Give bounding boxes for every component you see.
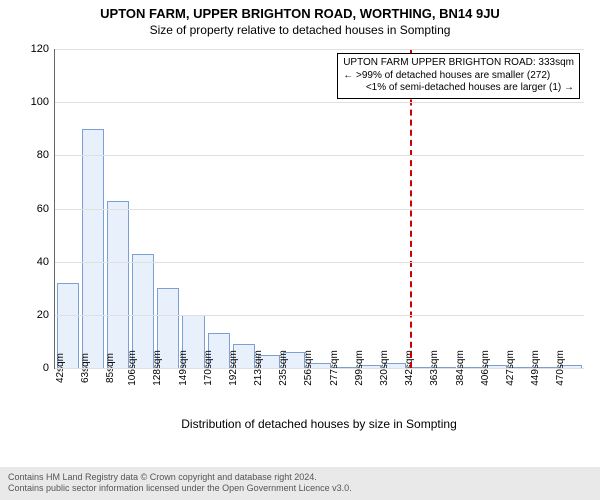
footer-line-2: Contains public sector information licen… bbox=[8, 483, 592, 495]
bar bbox=[107, 201, 129, 368]
annotation-box: UPTON FARM UPPER BRIGHTON ROAD: 333sqm← … bbox=[337, 53, 580, 99]
y-tick: 120 bbox=[31, 43, 55, 55]
annotation-line: <1% of semi-detached houses are larger (… bbox=[343, 82, 574, 95]
plot-region: 42sqm63sqm85sqm106sqm128sqm149sqm170sqm1… bbox=[54, 49, 584, 369]
y-tick: 80 bbox=[37, 149, 55, 161]
y-tick: 0 bbox=[43, 362, 55, 374]
bar bbox=[82, 129, 104, 368]
grid-line bbox=[55, 315, 584, 316]
footer: Contains HM Land Registry data © Crown c… bbox=[0, 467, 600, 500]
chart-title-sub: Size of property relative to detached ho… bbox=[0, 21, 600, 41]
footer-line-1: Contains HM Land Registry data © Crown c… bbox=[8, 472, 592, 484]
grid-line bbox=[55, 262, 584, 263]
y-tick: 20 bbox=[37, 309, 55, 321]
chart-title-main: UPTON FARM, UPPER BRIGHTON ROAD, WORTHIN… bbox=[0, 0, 600, 21]
x-axis-label: Distribution of detached houses by size … bbox=[54, 417, 584, 431]
annotation-line: ← >99% of detached houses are smaller (2… bbox=[343, 70, 574, 83]
annotation-line: UPTON FARM UPPER BRIGHTON ROAD: 333sqm bbox=[343, 57, 574, 70]
grid-line bbox=[55, 368, 584, 369]
grid-line bbox=[55, 155, 584, 156]
grid-line bbox=[55, 102, 584, 103]
y-tick: 60 bbox=[37, 203, 55, 215]
grid-line bbox=[55, 209, 584, 210]
chart-area: Number of detached properties 42sqm63sqm… bbox=[0, 41, 600, 421]
grid-line bbox=[55, 49, 584, 50]
y-tick: 40 bbox=[37, 256, 55, 268]
y-tick: 100 bbox=[31, 96, 55, 108]
